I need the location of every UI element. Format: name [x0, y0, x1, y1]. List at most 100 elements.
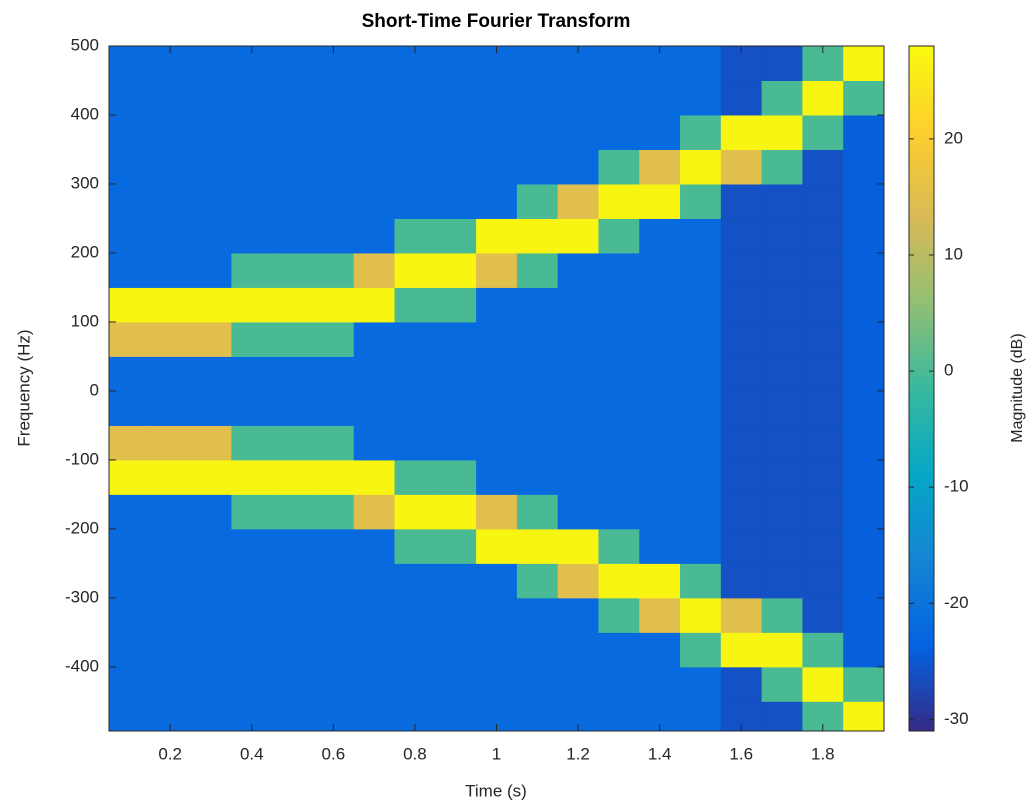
- heatmap-cell: [435, 114, 477, 150]
- heatmap-cell: [639, 666, 681, 702]
- heatmap-cell: [761, 390, 803, 426]
- heatmap-cell: [639, 425, 681, 461]
- heatmap-cell: [190, 701, 232, 731]
- heatmap-cell: [802, 425, 844, 461]
- heatmap-cell: [476, 563, 518, 599]
- heatmap-cell: [394, 494, 436, 530]
- heatmap-cell: [435, 425, 477, 461]
- heatmap-cell: [516, 356, 559, 392]
- heatmap-cell: [720, 632, 763, 668]
- heatmap-cell: [476, 459, 518, 495]
- heatmap-cell: [149, 528, 192, 564]
- heatmap-cell: [557, 666, 599, 702]
- heatmap-cell: [353, 390, 396, 426]
- heatmap-cell: [190, 390, 232, 426]
- heatmap-cell: [353, 80, 396, 116]
- heatmap-cell: [761, 563, 803, 599]
- heatmap-cell: [272, 80, 314, 116]
- heatmap-cell: [761, 321, 803, 357]
- heatmap-cell: [680, 356, 722, 392]
- y-tick-label: 0: [90, 380, 99, 399]
- heatmap-cell: [109, 390, 151, 426]
- heatmap-cell: [598, 597, 640, 633]
- heatmap-cell: [598, 701, 640, 731]
- heatmap-cell: [190, 218, 232, 254]
- heatmap-cell: [680, 666, 722, 702]
- heatmap-cell: [353, 114, 396, 150]
- heatmap-cell: [109, 701, 151, 731]
- heatmap-cell: [476, 218, 518, 254]
- heatmap-cell: [190, 666, 232, 702]
- heatmap-cell: [272, 183, 314, 219]
- heatmap-cell: [353, 46, 396, 81]
- heatmap-cell: [720, 425, 763, 461]
- heatmap-cell: [516, 390, 559, 426]
- heatmap-cell: [761, 459, 803, 495]
- heatmap-cell: [639, 321, 681, 357]
- heatmap-cell: [720, 528, 763, 564]
- heatmap-cell: [312, 459, 355, 495]
- heatmap-cell: [435, 252, 477, 288]
- heatmap-cell: [190, 80, 232, 116]
- heatmap-cell: [516, 701, 559, 731]
- heatmap-cell: [680, 46, 722, 81]
- heatmap-cell: [761, 114, 803, 150]
- heatmap-cell: [557, 252, 599, 288]
- heatmap-cell: [394, 218, 436, 254]
- heatmap-cell: [312, 80, 355, 116]
- heatmap-cell: [557, 149, 599, 185]
- heatmap-cell: [190, 597, 232, 633]
- heatmap-cell: [598, 459, 640, 495]
- heatmap-cell: [802, 459, 844, 495]
- heatmap-cell: [476, 252, 518, 288]
- heatmap-cell: [639, 252, 681, 288]
- heatmap-cell: [353, 149, 396, 185]
- heatmap-cell: [109, 80, 151, 116]
- heatmap-cell: [761, 632, 803, 668]
- heatmap-cell: [149, 425, 192, 461]
- heatmap-cell: [109, 149, 151, 185]
- heatmap-cell: [312, 632, 355, 668]
- heatmap-cell: [598, 114, 640, 150]
- heatmap-cell: [843, 252, 884, 288]
- heatmap-cell: [802, 218, 844, 254]
- heatmap-cell: [353, 597, 396, 633]
- heatmap-cell: [680, 494, 722, 530]
- y-axis-label: Frequency (Hz): [14, 329, 33, 446]
- heatmap-cell: [639, 597, 681, 633]
- heatmap-cell: [231, 494, 273, 530]
- heatmap-cell: [312, 114, 355, 150]
- heatmap-cell: [272, 701, 314, 731]
- heatmap-cell: [272, 390, 314, 426]
- heatmap-cell: [272, 287, 314, 323]
- heatmap-cell: [843, 563, 884, 599]
- heatmap-cell: [231, 183, 273, 219]
- heatmap-cell: [802, 287, 844, 323]
- heatmap-cell: [435, 80, 477, 116]
- heatmap-cell: [476, 666, 518, 702]
- heatmap-cell: [843, 597, 884, 633]
- heatmap-cell: [761, 80, 803, 116]
- heatmap-cell: [598, 632, 640, 668]
- heatmap-cell: [109, 425, 151, 461]
- heatmap-cell: [557, 287, 599, 323]
- heatmap-cell: [639, 80, 681, 116]
- y-tick-label: 500: [71, 35, 99, 54]
- heatmap-cell: [149, 218, 192, 254]
- heatmap-cell: [720, 666, 763, 702]
- heatmap-cell: [190, 252, 232, 288]
- heatmap-cell: [231, 632, 273, 668]
- heatmap-cell: [720, 252, 763, 288]
- heatmap-cell: [680, 632, 722, 668]
- heatmap-cell: [598, 528, 640, 564]
- heatmap-cell: [312, 321, 355, 357]
- colorbar-tick-label: 10: [944, 244, 963, 263]
- heatmap-cell: [272, 459, 314, 495]
- heatmap-cell: [598, 425, 640, 461]
- heatmap-cell: [557, 183, 599, 219]
- heatmap-cell: [802, 321, 844, 357]
- heatmap-cell: [435, 597, 477, 633]
- heatmap-cell: [516, 459, 559, 495]
- heatmap-cell: [843, 114, 884, 150]
- heatmap-cell: [516, 321, 559, 357]
